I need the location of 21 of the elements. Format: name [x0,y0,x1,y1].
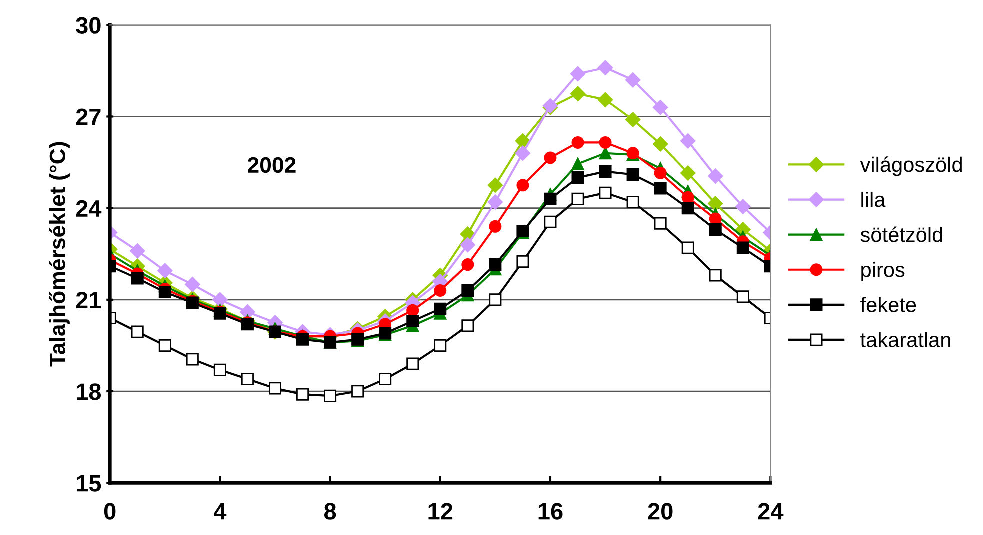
y-tick-label: 21 [76,292,102,308]
x-tick-label: 12 [428,503,453,520]
legend-label: sötétzöld [860,226,942,242]
x-tick-label: 16 [538,503,563,520]
y-tick-label: 30 [76,17,101,34]
annotation: 2002 [248,157,296,174]
legend-label: fekete [860,297,916,312]
y-tick-label: 15 [76,475,102,492]
y-tick-label: 18 [76,384,102,400]
y-axis-title: Talajhőmérséklet (°C) [49,142,70,367]
legend-label: világoszöld [860,156,962,176]
legend-label: piros [862,262,905,282]
x-tick-label: 24 [758,503,784,520]
x-tick-label: 4 [214,503,227,520]
x-tick-label: 0 [104,503,116,520]
legend-label: takaratlan [860,332,950,348]
y-tick-label: 27 [76,108,101,126]
y-tick-label: 24 [76,200,102,217]
legend-label: lila [862,192,886,208]
x-tick-label: 8 [324,503,336,520]
x-tick-label: 20 [648,503,673,520]
